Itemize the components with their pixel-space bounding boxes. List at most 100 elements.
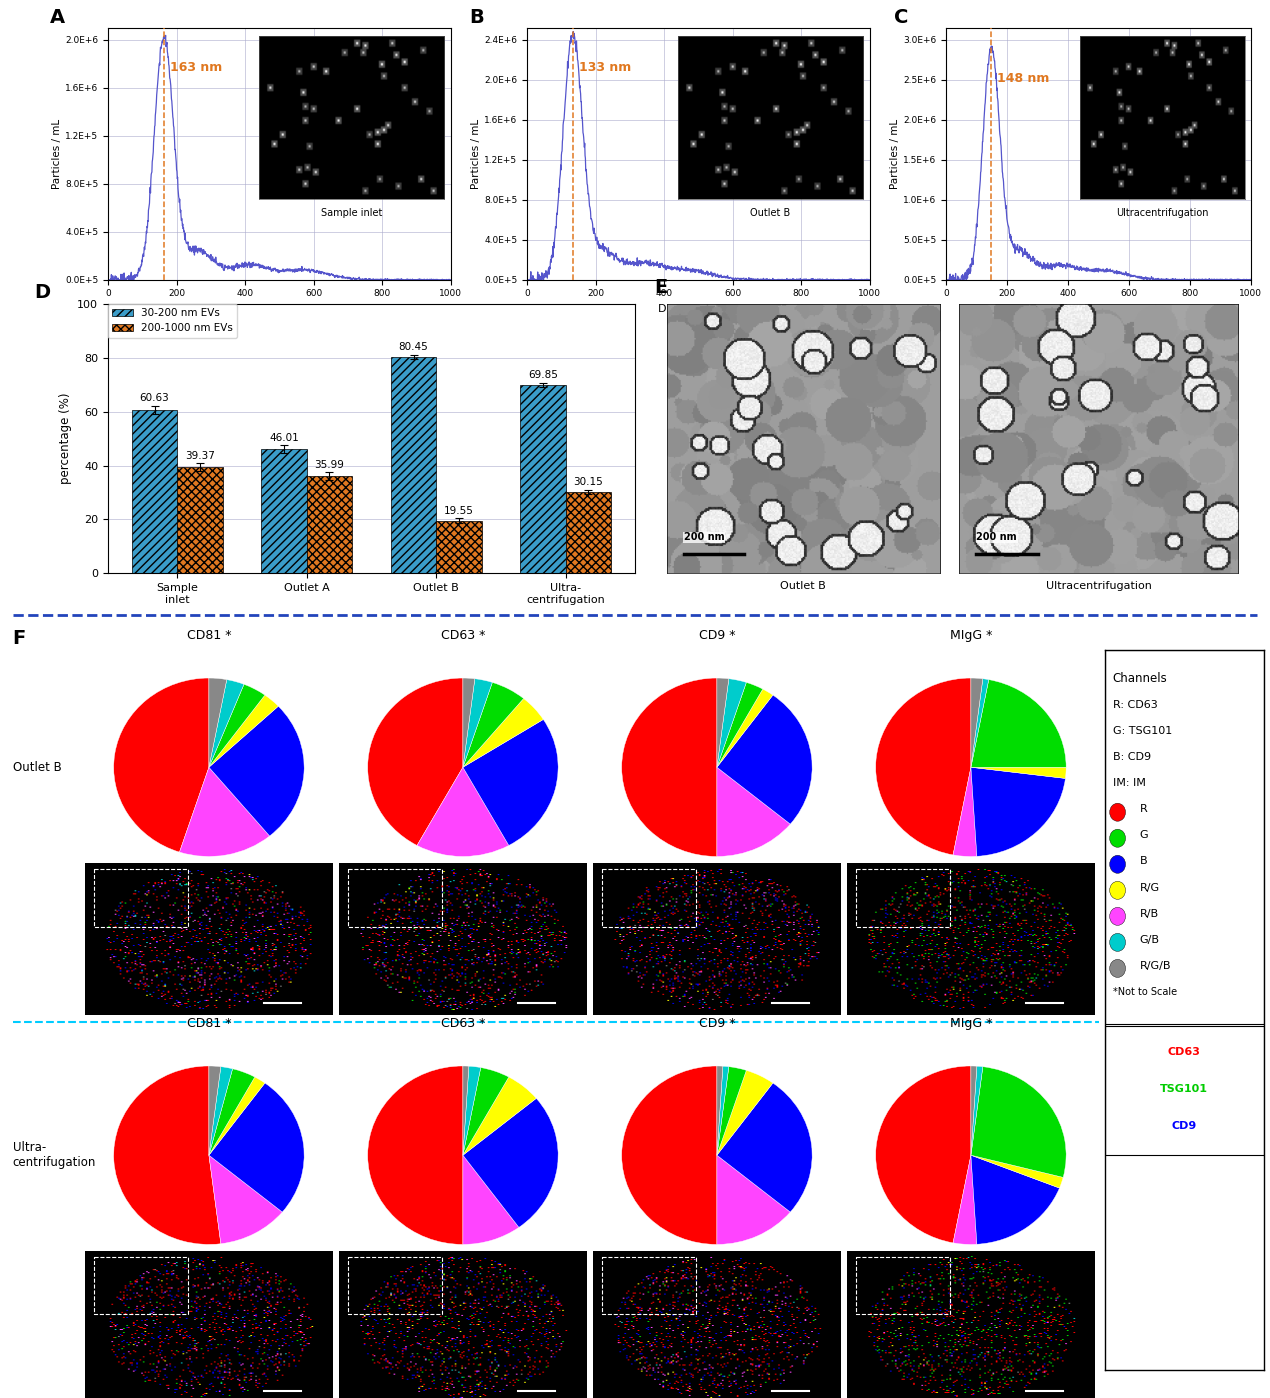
Bar	[94, 870, 188, 927]
Legend: 30-200 nm EVs, 200-1000 nm EVs: 30-200 nm EVs, 200-1000 nm EVs	[108, 305, 237, 337]
Wedge shape	[462, 1155, 519, 1244]
Bar	[132, 410, 178, 573]
Wedge shape	[208, 1067, 232, 1155]
Wedge shape	[208, 1155, 282, 1244]
Text: 60.63: 60.63	[140, 393, 169, 403]
Wedge shape	[952, 1155, 977, 1244]
Text: E: E	[654, 278, 667, 298]
X-axis label: Diameter / nm: Diameter / nm	[239, 303, 320, 315]
Wedge shape	[417, 768, 509, 857]
Wedge shape	[972, 1067, 983, 1155]
Wedge shape	[368, 1065, 462, 1244]
Bar	[856, 1257, 950, 1314]
Text: 163 nm: 163 nm	[170, 62, 222, 74]
Wedge shape	[114, 1065, 221, 1244]
Text: Outlet B: Outlet B	[780, 582, 827, 591]
Text: 200 nm: 200 nm	[977, 533, 1017, 542]
Wedge shape	[208, 1076, 265, 1155]
Wedge shape	[208, 695, 278, 768]
Text: R/G: R/G	[1140, 882, 1160, 892]
Text: 148 nm: 148 nm	[997, 71, 1049, 84]
Wedge shape	[462, 1065, 469, 1155]
Wedge shape	[462, 720, 558, 846]
Bar	[602, 870, 696, 927]
Wedge shape	[876, 678, 972, 856]
Text: G: G	[1140, 830, 1148, 840]
Ellipse shape	[1110, 959, 1125, 977]
Text: Ultra-
centrifugation: Ultra- centrifugation	[13, 1141, 97, 1169]
Text: R/B: R/B	[1140, 909, 1160, 918]
Wedge shape	[208, 679, 244, 768]
Wedge shape	[208, 684, 265, 768]
Bar	[1105, 650, 1264, 1025]
Text: IM: IM: IM: IM	[1113, 779, 1146, 788]
Wedge shape	[208, 1065, 221, 1155]
Text: CD63 *: CD63 *	[442, 1018, 485, 1030]
Bar	[856, 870, 950, 927]
Wedge shape	[716, 1067, 729, 1155]
Y-axis label: Particles / mL: Particles / mL	[52, 119, 62, 189]
Text: C: C	[894, 8, 909, 27]
Wedge shape	[462, 1076, 536, 1155]
Text: TSG101: TSG101	[1161, 1085, 1208, 1095]
Wedge shape	[462, 679, 493, 768]
Y-axis label: percentage (%): percentage (%)	[58, 393, 71, 484]
Bar	[348, 870, 442, 927]
Text: 80.45: 80.45	[399, 343, 428, 352]
Wedge shape	[462, 682, 523, 768]
Ellipse shape	[1110, 934, 1125, 952]
Text: Outlet B: Outlet B	[13, 761, 61, 773]
Y-axis label: Particles / mL: Particles / mL	[471, 119, 481, 189]
Text: G: TSG101: G: TSG101	[1113, 727, 1172, 737]
Bar	[436, 520, 481, 573]
Wedge shape	[716, 679, 747, 768]
Text: MIgG *: MIgG *	[950, 629, 993, 642]
Text: 133 nm: 133 nm	[579, 62, 631, 74]
Bar	[521, 386, 565, 573]
Bar	[391, 356, 436, 573]
Ellipse shape	[1110, 881, 1125, 899]
Bar	[602, 1257, 696, 1314]
Wedge shape	[972, 1067, 1066, 1177]
Text: 200 nm: 200 nm	[683, 533, 724, 542]
Text: A: A	[50, 8, 65, 27]
Text: CD9: CD9	[1172, 1121, 1196, 1131]
Wedge shape	[114, 678, 208, 853]
Wedge shape	[972, 1065, 977, 1155]
Text: CD9 *: CD9 *	[700, 629, 735, 642]
Wedge shape	[462, 1067, 481, 1155]
Text: R: CD63: R: CD63	[1113, 700, 1157, 710]
Ellipse shape	[1110, 907, 1125, 925]
Wedge shape	[972, 768, 1066, 857]
Bar	[178, 467, 222, 573]
Bar	[307, 477, 352, 573]
Text: R/G/B: R/G/B	[1140, 960, 1171, 970]
X-axis label: Diameter / nm: Diameter / nm	[1058, 303, 1139, 315]
Text: CD63: CD63	[1168, 1047, 1200, 1057]
Text: 19.55: 19.55	[444, 506, 474, 516]
Wedge shape	[208, 706, 304, 836]
Wedge shape	[716, 1155, 790, 1244]
Text: G/B: G/B	[1140, 935, 1160, 945]
Ellipse shape	[1110, 856, 1125, 874]
Wedge shape	[208, 1069, 255, 1155]
Text: B: B	[469, 8, 484, 27]
Wedge shape	[462, 1068, 509, 1155]
Text: CD81 *: CD81 *	[187, 629, 232, 642]
Text: 35.99: 35.99	[315, 460, 344, 470]
Wedge shape	[716, 1067, 747, 1155]
Text: Ultracentrifugation: Ultracentrifugation	[1045, 582, 1152, 591]
Wedge shape	[876, 1065, 972, 1243]
Wedge shape	[716, 1065, 723, 1155]
Wedge shape	[716, 1071, 773, 1155]
X-axis label: Diameter / nm: Diameter / nm	[658, 303, 739, 315]
Wedge shape	[716, 678, 729, 768]
Text: *Not to Scale: *Not to Scale	[1113, 987, 1177, 997]
Wedge shape	[179, 768, 269, 857]
Text: 46.01: 46.01	[269, 432, 298, 443]
Bar	[94, 1257, 188, 1314]
Text: Channels: Channels	[1113, 671, 1167, 685]
Text: B: CD9: B: CD9	[1113, 752, 1151, 762]
Wedge shape	[368, 678, 462, 846]
Wedge shape	[208, 1083, 304, 1212]
